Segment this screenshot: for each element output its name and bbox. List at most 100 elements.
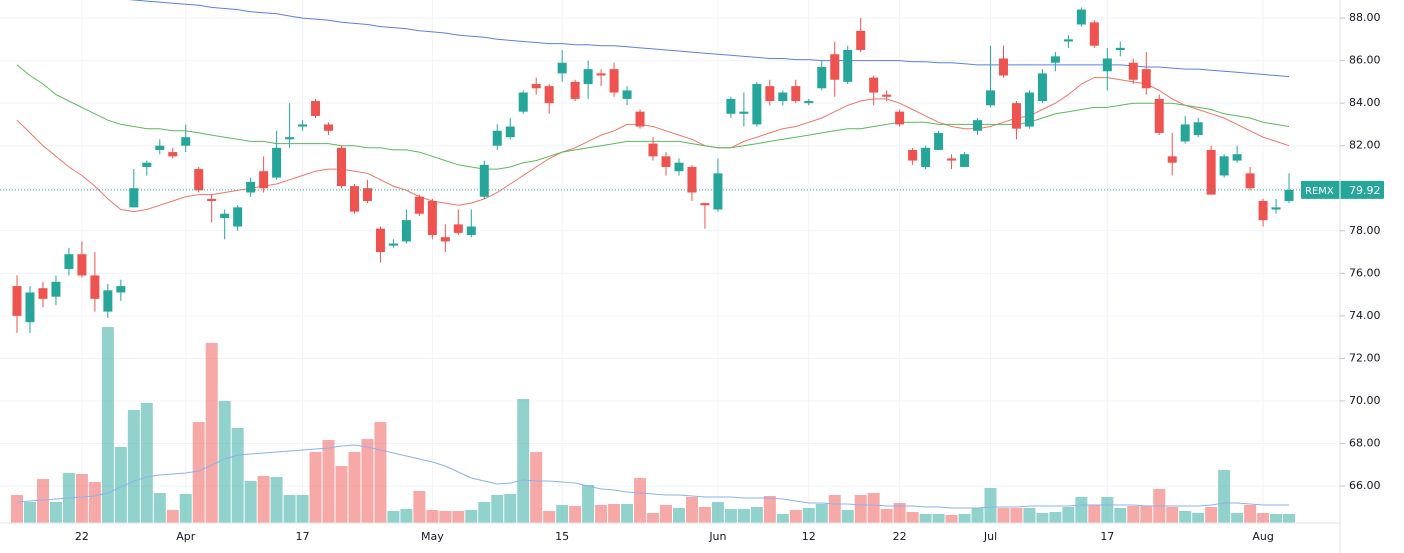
- candle-body: [155, 145, 165, 150]
- candle-body: [168, 152, 178, 157]
- volume-bar: [101, 327, 114, 523]
- candle-body: [869, 77, 879, 93]
- symbol-label: REMX: [1305, 186, 1334, 197]
- candle-body: [311, 101, 321, 116]
- candle-body: [791, 86, 801, 102]
- candle-body: [765, 86, 775, 102]
- volume-bar: [685, 497, 698, 523]
- candle-body: [635, 111, 645, 127]
- candle-body: [1089, 22, 1099, 46]
- candle-body: [259, 171, 269, 189]
- candle-body: [830, 54, 840, 80]
- x-tick-label: May: [421, 530, 444, 543]
- volume-bar: [1075, 497, 1088, 523]
- candle-body: [466, 226, 476, 236]
- candle-body: [1271, 207, 1281, 210]
- candle-body: [921, 147, 931, 167]
- candle-body: [298, 124, 308, 127]
- y-tick-label: 82.00: [1349, 139, 1381, 152]
- candle-body: [713, 173, 723, 210]
- y-tick-label: 74.00: [1349, 309, 1381, 322]
- candle-body: [986, 90, 995, 106]
- candle-body: [882, 94, 892, 97]
- volume-bar: [945, 515, 958, 523]
- candle-body: [51, 281, 61, 297]
- candle-body: [947, 158, 957, 161]
- candle-body: [272, 147, 282, 178]
- candle-body: [1011, 103, 1021, 129]
- volume-bar: [270, 477, 283, 523]
- candle-body: [1115, 47, 1125, 50]
- volume-bar: [1218, 470, 1231, 523]
- volume-bar: [75, 474, 88, 523]
- candle-body: [1258, 200, 1268, 221]
- candle-body: [557, 62, 567, 74]
- volume-bar: [724, 509, 737, 523]
- candle-body: [687, 166, 697, 193]
- volume-bar: [893, 503, 906, 523]
- y-tick-label: 72.00: [1349, 351, 1381, 364]
- candle-body: [1193, 122, 1203, 136]
- candle-body: [38, 288, 48, 299]
- candle-body: [998, 58, 1008, 76]
- candle-body: [609, 69, 619, 93]
- volume-bar: [919, 514, 932, 523]
- candle-body: [324, 124, 334, 131]
- y-tick-label: 66.00: [1349, 479, 1381, 492]
- volume-bar: [140, 403, 153, 523]
- volume-bar: [660, 505, 672, 523]
- candle-body: [895, 111, 905, 125]
- volume-bar: [1036, 513, 1049, 523]
- candle-body: [1180, 124, 1190, 142]
- volume-bar: [1023, 508, 1036, 523]
- volume-bar: [257, 476, 270, 523]
- volume-bar: [958, 514, 971, 523]
- y-tick-label: 76.00: [1349, 266, 1381, 279]
- volume-bar: [880, 509, 893, 523]
- volume-bar: [1101, 497, 1114, 523]
- candle-body: [648, 143, 658, 157]
- candle-body: [362, 188, 372, 201]
- candle-body: [674, 162, 684, 172]
- candle-body: [427, 200, 437, 236]
- candle-body: [1167, 156, 1177, 163]
- candle-body: [142, 162, 152, 167]
- volume-bar: [906, 512, 919, 523]
- candle-body: [856, 30, 866, 50]
- candle-body: [414, 196, 424, 214]
- volume-bar: [335, 466, 348, 523]
- volume-bar: [244, 481, 257, 523]
- volume-bar: [737, 509, 750, 523]
- candle-body: [285, 137, 295, 140]
- volume-bar: [595, 505, 608, 523]
- candle-body: [337, 147, 346, 187]
- volume-bar: [426, 510, 439, 523]
- x-tick-label: Aug: [1252, 530, 1273, 543]
- candle-body: [700, 203, 710, 206]
- volume-bar: [608, 504, 621, 523]
- volume-bar: [1257, 513, 1270, 523]
- volume-bar: [1244, 505, 1257, 523]
- last-price-label: 79.92: [1349, 184, 1381, 197]
- candle-body: [973, 120, 983, 131]
- candle-body: [596, 73, 606, 76]
- candle-body: [934, 132, 944, 150]
- candle-body: [531, 84, 541, 89]
- candle-body: [1154, 98, 1164, 133]
- volume-bar: [582, 485, 595, 523]
- candle-body: [1050, 56, 1060, 63]
- candle-body: [440, 237, 450, 242]
- volume-bar: [802, 508, 815, 523]
- candle-body: [1206, 149, 1216, 195]
- volume-bar: [1166, 507, 1179, 523]
- volume-bar: [543, 511, 556, 523]
- volume-bar: [153, 493, 166, 523]
- candle-body: [25, 292, 35, 323]
- candle-body: [64, 254, 74, 270]
- volume-bar: [387, 511, 400, 523]
- candle-body: [246, 181, 256, 193]
- x-tick-label: 12: [802, 530, 816, 543]
- volume-bar: [1049, 512, 1062, 523]
- y-tick-label: 68.00: [1349, 436, 1381, 449]
- candle-body: [1076, 9, 1086, 25]
